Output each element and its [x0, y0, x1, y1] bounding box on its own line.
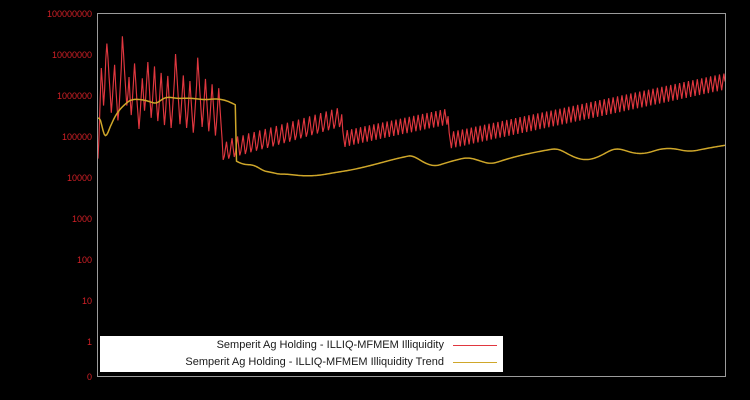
legend-entry-illiquidity-trend: Semperit Ag Holding - ILLIQ-MFMEM Illiqu… — [100, 354, 503, 371]
y-tick-label-10: 10 — [81, 296, 92, 306]
chart-legend: Semperit Ag Holding - ILLIQ-MFMEM Illiqu… — [100, 336, 503, 372]
legend-swatch-illiquidity-trend — [453, 362, 497, 363]
y-tick-label-100000000: 100000000 — [46, 9, 92, 19]
y-tick-label-0: 0 — [86, 372, 92, 382]
legend-swatch-illiquidity — [453, 345, 497, 346]
line-illiquidity-trend — [98, 96, 725, 177]
legend-entry-illiquidity: Semperit Ag Holding - ILLIQ-MFMEM Illiqu… — [100, 337, 503, 354]
y-tick-label-1000: 1000 — [71, 214, 92, 224]
y-axis-tick-labels: 100000000 10000000 1000000 100000 10000 1000 1… — [0, 0, 92, 400]
line-illiquidity — [98, 36, 725, 161]
series-canvas — [98, 36, 725, 177]
y-tick-label-100000: 100000 — [61, 132, 92, 142]
plot-area — [97, 13, 726, 377]
legend-label-illiquidity-trend: Semperit Ag Holding - ILLIQ-MFMEM Illiqu… — [185, 356, 444, 368]
y-tick-label-100: 100 — [76, 255, 92, 265]
y-tick-label-10000000: 10000000 — [51, 50, 92, 60]
legend-label-illiquidity: Semperit Ag Holding - ILLIQ-MFMEM Illiqu… — [216, 339, 444, 351]
y-tick-label-10000: 10000 — [66, 173, 92, 183]
y-tick-label-1000000: 1000000 — [56, 91, 92, 101]
y-tick-label-1: 1 — [86, 337, 92, 347]
